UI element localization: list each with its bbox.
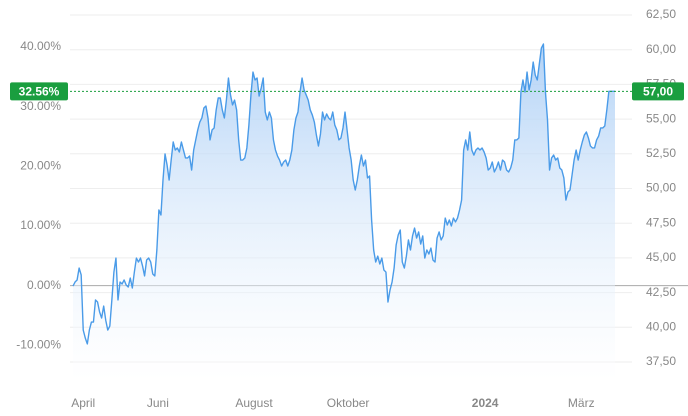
y2-tick-label: 50,00 [646,181,676,195]
line [72,43,615,345]
x-tick-label: 2024 [472,396,499,410]
current-value-box [632,82,684,101]
y2-tick-label: 60,00 [646,42,676,56]
current-pct-box [10,82,68,101]
annotations: 37,50 40,00 42,50 45,00 47,50 50,00 52,50 55,00… [10,7,684,410]
x-tick-label: April [71,396,95,410]
y2-tick-label: 42,50 [646,285,676,299]
x-tick-label: März [568,396,595,410]
y-tick-label: 30.00% [20,99,61,113]
y-tick-label: 40.00% [20,39,61,53]
y2-tick-label: 47,50 [646,215,676,229]
current-pct-label: 32.56% [19,85,60,99]
y2-tick-label: 37,50 [646,354,676,368]
y-tick-label: 10.00% [20,218,61,232]
x-tick-label: August [235,396,273,410]
area [73,44,615,382]
y2-tick-label: 62,50 [646,7,676,21]
y-tick-label: 0.00% [27,278,61,292]
x-tick-label: Oktober [327,396,370,410]
y2-tick-label: 52,50 [646,146,676,160]
y2-tick-label: 45,00 [646,250,676,264]
current-value-label: 57,00 [643,85,673,99]
y2-tick-label: 40,00 [646,319,676,333]
y-tick-label: 20.00% [20,158,61,172]
plot [72,43,615,382]
y-tick-label: -10.00% [16,338,61,352]
y2-tick-label: 55,00 [646,111,676,125]
x-tick-label: Juni [147,396,169,410]
